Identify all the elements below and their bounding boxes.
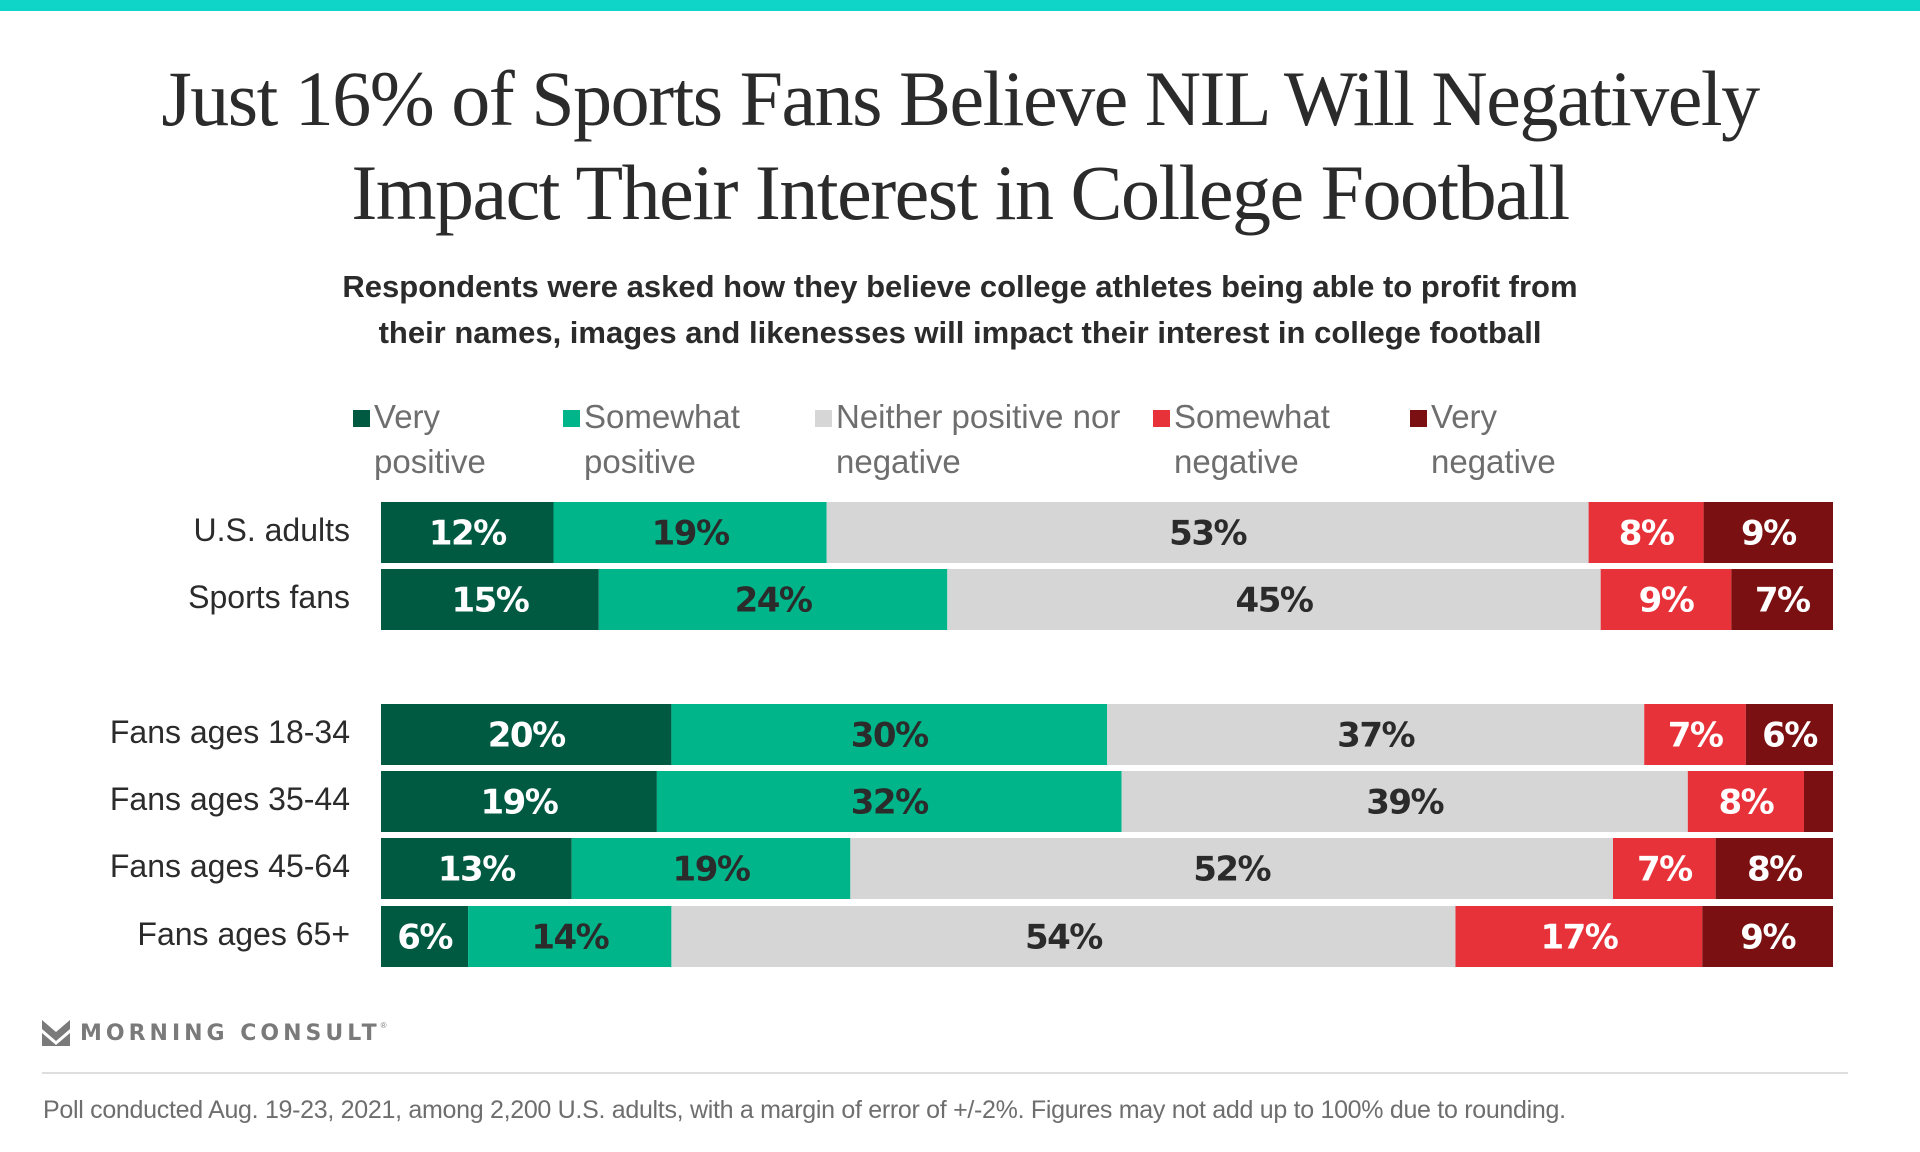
- legend-swatch-neither: [815, 410, 832, 427]
- bar-segment: [826, 502, 1589, 563]
- row-label: Fans ages 65+: [137, 916, 350, 952]
- data-label: 32%: [851, 783, 928, 823]
- chart-subtitle-line-2: their names, images and likenesses will …: [378, 315, 1542, 350]
- bar-segment: [381, 569, 599, 630]
- bar-segment: [468, 906, 672, 967]
- legend-item-somewhat-negative: Somewhat negative: [1153, 394, 1374, 484]
- morning-consult-m-icon: [42, 1020, 70, 1046]
- data-label: 6%: [397, 918, 452, 958]
- row-label: Fans ages 35-44: [109, 781, 350, 817]
- bar-segment: [656, 771, 1122, 832]
- data-label: 8%: [1747, 850, 1802, 890]
- data-label: 17%: [1540, 918, 1617, 958]
- legend-swatch-somewhat-positive: [563, 410, 580, 427]
- bar-segment: [598, 569, 948, 630]
- bar-segment: [381, 838, 572, 899]
- data-label: 9%: [1741, 514, 1796, 554]
- data-label: 13%: [438, 850, 515, 890]
- legend-label: Somewhat positive: [584, 398, 740, 480]
- bar-segment: [381, 704, 672, 765]
- bar-segment: [850, 838, 1613, 899]
- bar-segment: [1715, 838, 1833, 899]
- data-label: 7%: [1668, 716, 1723, 756]
- bar-segment: [1613, 838, 1716, 899]
- data-label: 19%: [673, 850, 750, 890]
- legend-label: Very positive: [374, 398, 486, 480]
- legend-swatch-somewhat-negative: [1153, 410, 1170, 427]
- data-label: 19%: [480, 783, 557, 823]
- data-label: 53%: [1169, 514, 1246, 554]
- legend-label: Very negative: [1431, 398, 1556, 480]
- row-label: Sports fans: [188, 579, 350, 615]
- legend-label: Somewhat negative: [1174, 398, 1330, 480]
- bar-segment: [1745, 704, 1833, 765]
- data-label: 12%: [429, 514, 506, 554]
- bar-segment: [1455, 906, 1703, 967]
- registered-mark: ®: [380, 1020, 387, 1030]
- bar-segment: [381, 502, 554, 563]
- row-label: Fans ages 18-34: [109, 714, 350, 750]
- legend-swatch-very-positive: [353, 410, 370, 427]
- data-label: 8%: [1619, 514, 1674, 554]
- data-label: 39%: [1366, 783, 1443, 823]
- data-label: 45%: [1236, 581, 1313, 621]
- data-label: 7%: [1755, 581, 1810, 621]
- chart-title: Just 16% of Sports Fans Believe NIL Will…: [0, 52, 1920, 240]
- data-label: 9%: [1740, 918, 1795, 958]
- legend-item-very-positive: Very positive: [353, 394, 524, 484]
- chart-subtitle: Respondents were asked how they believe …: [0, 264, 1920, 356]
- bar-segment: [571, 838, 851, 899]
- bar-segment: [1731, 569, 1833, 630]
- bar-segment: [1600, 569, 1732, 630]
- bar-segment: [1588, 502, 1704, 563]
- chart-subtitle-line-1: Respondents were asked how they believe …: [342, 269, 1578, 304]
- bar-segment: [381, 906, 469, 967]
- chart-title-line-2: Impact Their Interest in College Footbal…: [351, 149, 1570, 236]
- chart-title-line-1: Just 16% of Sports Fans Believe NIL Will…: [161, 55, 1760, 142]
- top-accent-bar: [0, 0, 1920, 11]
- legend-item-neither: Neither positive nor negative: [815, 394, 1136, 484]
- data-label: 8%: [1719, 783, 1774, 823]
- legend-swatch-very-negative: [1410, 410, 1427, 427]
- bar-segment: [381, 771, 657, 832]
- bar-segment: [671, 906, 1456, 967]
- legend-item-very-negative: Very negative: [1410, 394, 1591, 484]
- data-label: 24%: [735, 581, 812, 621]
- bar-segment: [1703, 502, 1833, 563]
- legend-item-somewhat-positive: Somewhat positive: [563, 394, 784, 484]
- data-label: 6%: [1762, 716, 1817, 756]
- bar-segment: [1644, 704, 1746, 765]
- bar-segment: [671, 704, 1107, 765]
- row-label: U.S. adults: [193, 512, 350, 548]
- bar-segment: [1107, 704, 1645, 765]
- legend-label: Neither positive nor negative: [836, 398, 1121, 480]
- data-label: 20%: [488, 716, 565, 756]
- morning-consult-logo: MORNING CONSULT ®: [42, 1020, 387, 1046]
- legend: Very positive Somewhat positive Neither …: [0, 394, 1920, 484]
- data-label: 30%: [851, 716, 928, 756]
- bar-segment: [1702, 906, 1833, 967]
- data-label: 52%: [1193, 850, 1270, 890]
- bar-segment: [947, 569, 1601, 630]
- footer-divider: [42, 1072, 1848, 1074]
- data-label: 15%: [451, 581, 528, 621]
- data-label: 14%: [531, 918, 608, 958]
- bar-segment: [1803, 771, 1833, 832]
- data-label: 37%: [1337, 716, 1414, 756]
- row-label: Fans ages 45-64: [109, 848, 350, 884]
- data-label: 54%: [1025, 918, 1102, 958]
- bar-segment: [1121, 771, 1688, 832]
- brand-name: MORNING CONSULT: [80, 1020, 381, 1046]
- bar-segment: [553, 502, 827, 563]
- footnote: Poll conducted Aug. 19-23, 2021, among 2…: [43, 1096, 1566, 1124]
- data-label: 9%: [1639, 581, 1694, 621]
- data-label: 19%: [652, 514, 729, 554]
- bar-segment: [1687, 771, 1804, 832]
- data-label: 7%: [1637, 850, 1692, 890]
